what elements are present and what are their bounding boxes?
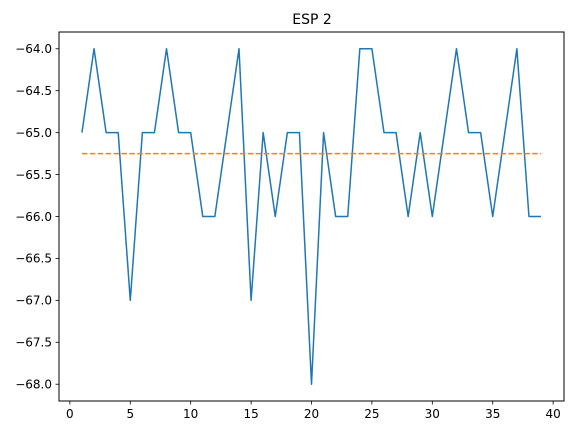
x-tick-label: 10 [183,407,198,421]
x-tick-label: 5 [126,407,134,421]
y-tick-label: −65.0 [15,126,52,140]
y-axis: −64.0 −64.5 −65.0 −65.5 −66.0 −66.5 −67.0 −67.5… [15,42,59,392]
y-tick-label: −66.0 [15,210,52,224]
y-tick-label: −64.5 [15,84,52,98]
y-tick-label: −65.5 [15,168,52,182]
x-tick-label: 35 [485,407,500,421]
plot-area-frame [58,31,565,402]
y-tick-label: −67.0 [15,294,52,308]
rssi-series-line [81,48,542,385]
x-tick-label: 40 [545,407,560,421]
y-tick-label: −64.0 [15,42,52,56]
y-tick-label: −68.0 [15,378,52,392]
x-tick-label: 15 [243,407,258,421]
x-axis: 0 5 10 15 20 25 30 35 40 [66,401,561,421]
x-tick-label: 20 [304,407,319,421]
x-tick-label: 30 [425,407,440,421]
x-tick-label: 0 [66,407,74,421]
chart-title: ESP 2 [292,12,332,28]
series-layer [81,48,542,385]
y-tick-label: −67.5 [15,336,52,350]
y-tick-label: −66.5 [15,252,52,266]
x-tick-label: 25 [364,407,379,421]
